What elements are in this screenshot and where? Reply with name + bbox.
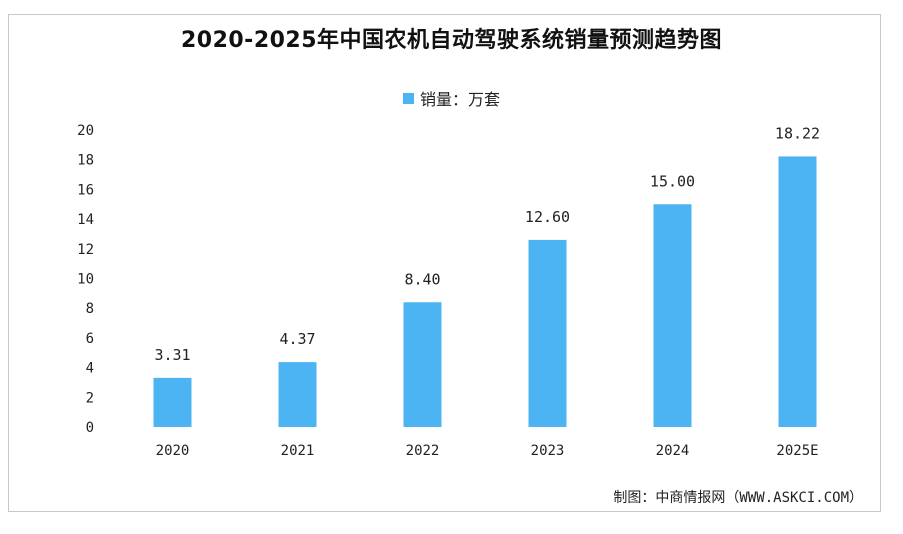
y-tick-label: 2 [86,390,94,406]
source-credit: 制图：中商情报网（WWW.ASKCI.COM） [613,490,863,506]
bar [778,156,817,428]
x-axis-ticks: 2020 2021 2022 2023 2024 2025E [156,443,819,459]
bar-series [153,156,817,428]
y-tick-label: 20 [77,123,94,139]
data-label: 18.22 [775,124,820,142]
x-tick-label: 2024 [656,443,690,459]
data-label: 3.31 [154,346,190,364]
data-label: 4.37 [279,330,315,348]
x-tick-label: 2020 [156,443,190,459]
y-tick-label: 10 [77,272,94,288]
legend-swatch [402,92,414,104]
y-tick-label: 18 [77,153,94,169]
data-label: 12.60 [525,208,570,226]
bar [528,239,567,427]
legend-label: 销量：万套 [419,90,500,109]
chart-title: 2020-2025年中国农机自动驾驶系统销量预测趋势图 [180,28,723,53]
chart-frame [8,14,881,512]
x-tick-label: 2022 [406,443,440,459]
chart-legend: 销量：万套 [0,86,903,110]
y-tick-label: 14 [77,212,94,228]
y-tick-label: 4 [86,361,94,377]
data-label: 8.40 [404,270,440,288]
y-tick-label: 8 [86,301,94,317]
y-axis-ticks: 0 2 4 6 8 10 12 14 16 18 20 [77,123,94,436]
x-tick-label: 2021 [281,443,315,459]
y-tick-label: 12 [77,242,94,258]
data-label: 15.00 [650,172,695,190]
bar [153,377,192,427]
y-tick-label: 0 [86,420,94,436]
data-labels: 3.31 4.37 8.40 12.60 15.00 18.22 [154,124,820,363]
y-tick-label: 16 [77,182,94,198]
y-tick-label: 6 [86,331,94,347]
x-tick-label: 2023 [531,443,565,459]
bar [653,204,692,427]
bar [403,302,442,427]
x-tick-label: 2025E [776,443,818,459]
bar [278,362,317,427]
